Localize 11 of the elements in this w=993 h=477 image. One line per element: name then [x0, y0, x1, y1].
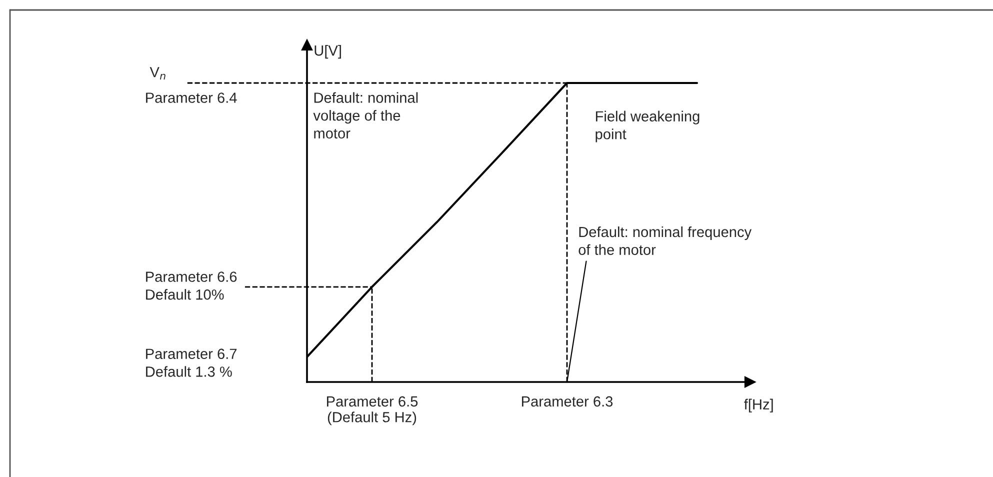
ref-line-label: Parameter 6.6 Default 10% — [146, 272, 237, 300]
annotation: Default: nominal voltage of the motor — [313, 92, 418, 139]
x-tick-label: Parameter 6.5 (Default 5 Hz) — [326, 396, 418, 426]
annotation: Field weakening point — [596, 110, 700, 142]
x-tick-label: Parameter 6.3 — [522, 396, 613, 407]
text: Parameter 6.7 Default 1.3 % — [146, 348, 237, 377]
ref-line-label: V$_{n}$ — [150, 67, 166, 80]
x-axis-title: f[Hz] — [744, 398, 773, 412]
text: Parameter 6.4 — [146, 92, 237, 103]
y-axis-title: U[V] — [314, 45, 341, 59]
annotation: Default: nominal frequency of the motor — [578, 226, 752, 255]
